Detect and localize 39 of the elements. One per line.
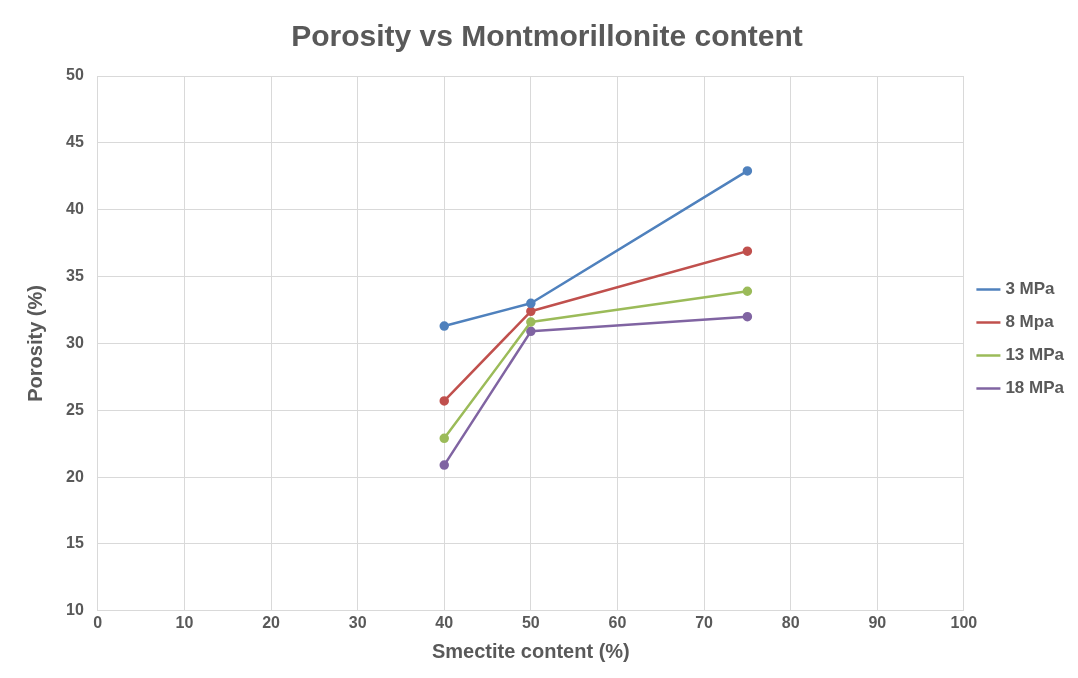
y-axis-title: Porosity (%)	[23, 285, 46, 402]
x-tick-label: 30	[348, 613, 367, 631]
y-tick-label: 30	[66, 333, 84, 351]
legend-label: 3 MPa	[1005, 279, 1056, 299]
x-axis-title: Smectite content (%)	[431, 639, 630, 662]
y-tick-label: 25	[66, 400, 84, 418]
legend-label: 18 MPa	[1005, 378, 1065, 398]
y-tick-label: 20	[66, 467, 84, 485]
point	[439, 460, 449, 470]
y-tick-label: 15	[66, 534, 84, 552]
point	[526, 306, 536, 317]
point	[742, 286, 753, 297]
x-tick-label: 70	[695, 613, 714, 631]
y-tick-label: 40	[66, 200, 84, 218]
point	[526, 317, 536, 327]
x-tick-label: 0	[93, 613, 103, 631]
point	[439, 396, 449, 406]
x-tick-label: 40	[435, 613, 454, 631]
x-tick-label: 10	[175, 613, 194, 631]
point	[439, 321, 449, 331]
point	[742, 246, 753, 256]
x-tick-label: 50	[521, 613, 540, 631]
point	[526, 298, 536, 309]
chart-title: Porosity vs Montmorillonite content	[291, 19, 803, 53]
point	[742, 166, 753, 176]
x-tick-label: 100	[950, 613, 978, 631]
y-tick-label: 10	[66, 601, 84, 619]
y-tick-label: 35	[66, 266, 84, 284]
x-tick-label: 20	[262, 613, 281, 631]
point	[526, 326, 536, 337]
y-tick-label: 45	[66, 133, 84, 151]
x-tick-label: 90	[868, 613, 887, 631]
legend-label: 8 Mpa	[1005, 312, 1055, 332]
point	[439, 433, 449, 444]
x-tick-label: 80	[781, 613, 800, 631]
x-tick-label: 60	[608, 613, 627, 631]
point	[742, 311, 753, 322]
legend-label: 13 MPa	[1005, 345, 1065, 365]
y-tick-label: 50	[66, 66, 84, 84]
